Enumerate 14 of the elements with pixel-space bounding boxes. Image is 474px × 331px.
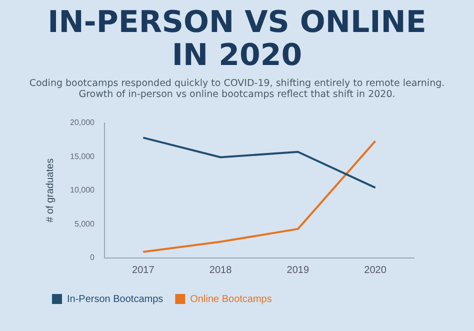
legend-label: Online Bootcamps — [190, 294, 272, 305]
legend-label: In-Person Bootcamps — [67, 294, 164, 305]
x-tick-label: 2017 — [132, 264, 155, 276]
y-tick-label: 5,000 — [74, 219, 96, 228]
y-tick-label: 10,000 — [70, 186, 96, 195]
x-tick-label: 2018 — [209, 264, 232, 276]
y-tick-label: 20,000 — [70, 118, 96, 128]
chart-subtitle: Coding bootcamps responded quickly to COVID-19, shifting entirely to remote learning. Growth of in-person vs online bootcamps reflect that shift in 2020. — [28, 78, 446, 100]
y-axis-title: # of graduates — [44, 158, 56, 222]
chart-title: IN-PERSON VS ONLINE IN 2020 — [46, 5, 428, 73]
y-tick-label: 0 — [90, 253, 96, 262]
x-tick-label: 2019 — [286, 264, 310, 276]
x-tick-label: 2020 — [364, 264, 387, 276]
y-tick-label: 15,000 — [70, 152, 96, 161]
